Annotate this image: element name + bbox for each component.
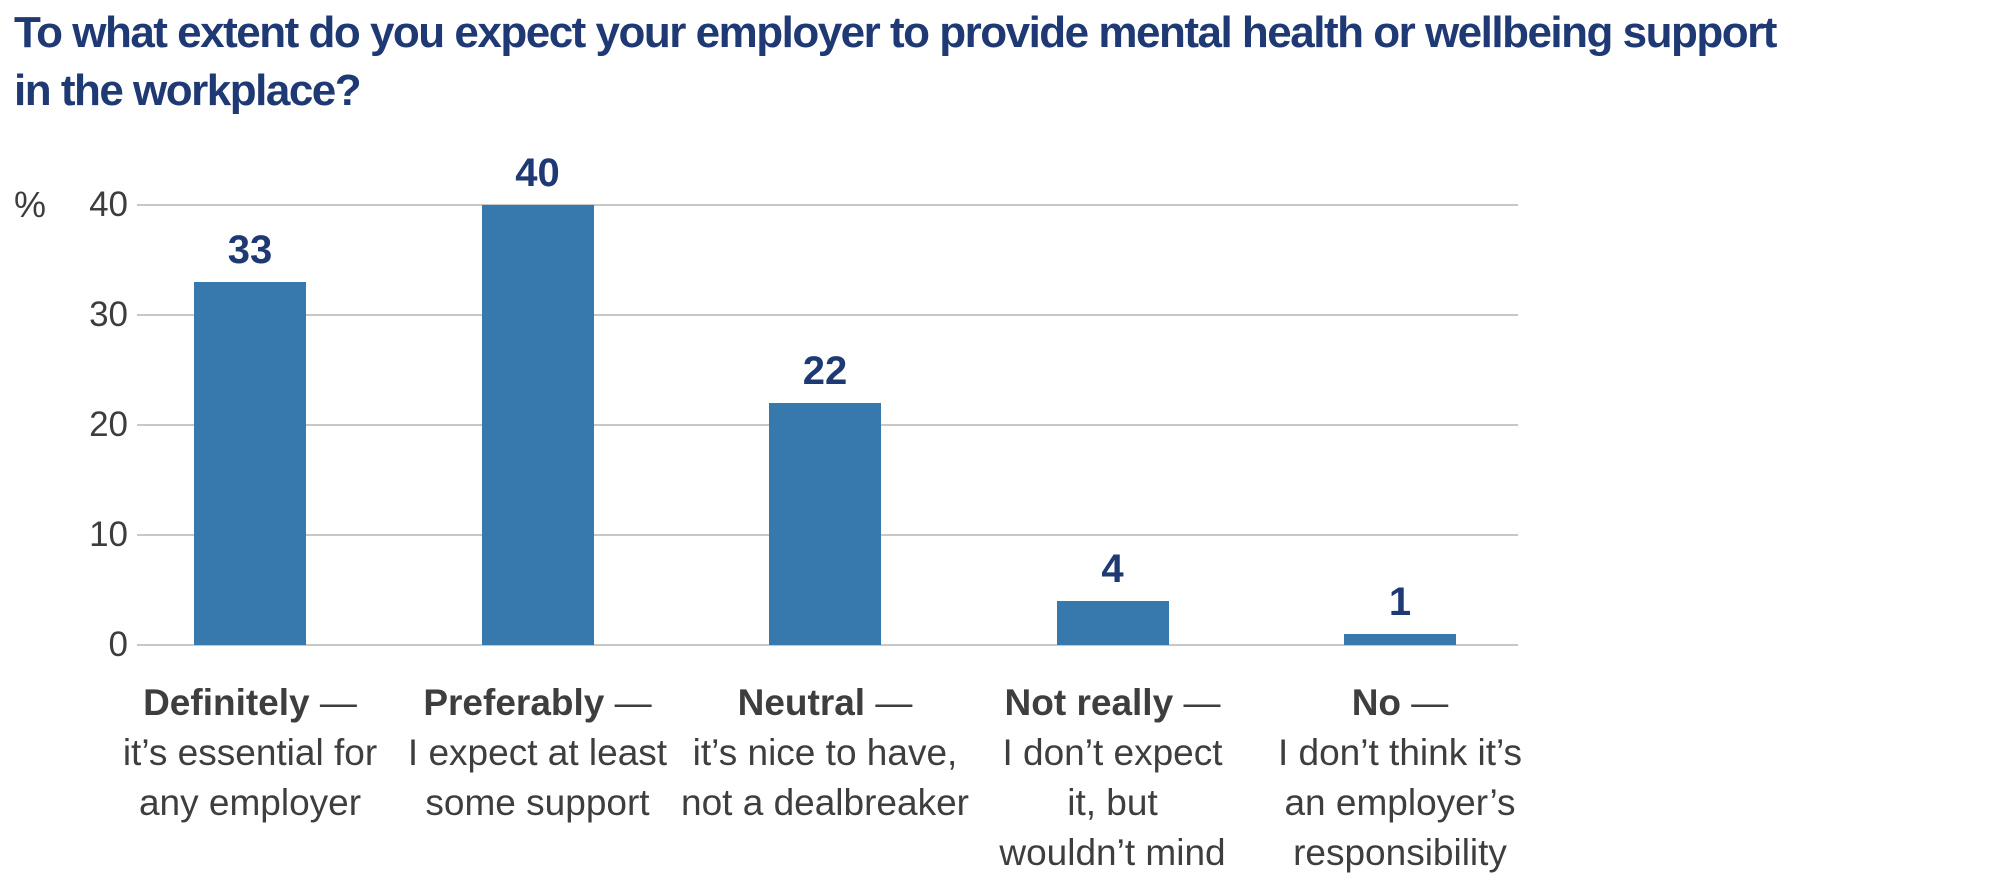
bar-value-label-1: 40 — [515, 151, 560, 195]
y-tick-label-40: 40 — [89, 185, 128, 224]
bar-value-label-4: 1 — [1388, 580, 1412, 624]
category-label-desc-1-0: I expect at least — [407, 732, 668, 773]
category-head-text: Definitely — [143, 682, 310, 723]
category-label-desc-2-1: not a dealbreaker — [681, 782, 969, 823]
y-tick-label-0: 0 — [108, 625, 128, 664]
y-tick-label-30: 30 — [89, 295, 128, 334]
category-label-desc-1-1: some support — [425, 782, 650, 823]
category-head-dash: — — [604, 682, 652, 723]
category-head-dash: — — [1173, 682, 1221, 723]
page-title-line-2: in the workplace? — [14, 66, 362, 115]
category-head-dash: — — [309, 682, 357, 723]
category-label-1: Preferably — I expect at least some suppor… — [368, 678, 708, 828]
bar-value-label-2: 22 — [802, 349, 848, 393]
category-label-desc-4-0: I don’t think it’s — [1277, 732, 1523, 773]
category-label-0: Definitely — it’s essential for any employ… — [80, 678, 420, 828]
category-head-text: Neutral — [737, 682, 866, 723]
page-title: To what extent do you expect your employ… — [14, 4, 2000, 120]
category-label-2: Neutral — it’s nice to have, not a dealbre… — [655, 678, 995, 828]
y-tick-label-10: 10 — [89, 515, 128, 554]
category-head-text: Preferably — [423, 682, 605, 723]
bar-4 — [1344, 634, 1456, 645]
bar-1 — [481, 205, 594, 645]
category-label-3: Not really — I don’t expect it, but wouldn’… — [943, 678, 1283, 878]
category-label-head-3: Not really — — [943, 678, 1283, 728]
category-head-dash: — — [865, 682, 913, 723]
category-label-4: No — I don’t think it’s an employer’s respo… — [1230, 678, 1570, 878]
category-label-desc-3-0: I don’t expect — [1002, 732, 1223, 773]
category-label-head-4: No — — [1230, 678, 1570, 728]
category-label-desc-0-0: it’s essential for — [122, 732, 378, 773]
category-head-dash: — — [1401, 682, 1449, 723]
bar-3 — [1056, 601, 1169, 645]
category-head-text: No — [1351, 682, 1402, 723]
category-label-desc-4-1: an employer’s — [1284, 782, 1516, 823]
category-head-text: Not really — [1004, 682, 1174, 723]
category-label-head-2: Neutral — — [655, 678, 995, 728]
category-label-head-0: Definitely — — [80, 678, 420, 728]
y-axis-unit-label: % — [14, 184, 47, 225]
bar-value-label-0: 33 — [227, 228, 273, 272]
bar-0 — [194, 282, 306, 645]
category-label-head-1: Preferably — — [368, 678, 708, 728]
category-label-desc-3-2: wouldn’t mind — [999, 832, 1226, 873]
page-title-line-1: To what extent do you expect your employ… — [14, 8, 1777, 57]
gridline-30 — [137, 314, 1518, 316]
bar-2 — [769, 403, 881, 645]
category-label-desc-0-1: any employer — [138, 782, 362, 823]
bar-value-label-3: 4 — [1101, 547, 1124, 591]
category-label-desc-3-1: it, but — [1067, 782, 1158, 823]
category-label-desc-4-2: responsibility — [1293, 832, 1507, 873]
y-tick-label-20: 20 — [89, 405, 128, 444]
gridline-40 — [137, 204, 1518, 206]
gridline-0 — [137, 644, 1518, 646]
category-label-desc-2-0: it’s nice to have, — [692, 732, 958, 773]
